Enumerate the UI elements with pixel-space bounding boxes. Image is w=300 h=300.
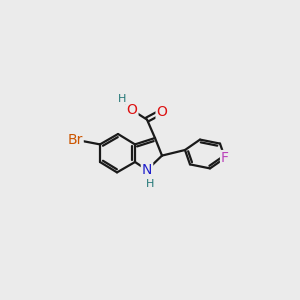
Text: H: H (118, 94, 126, 104)
Text: F: F (221, 151, 229, 165)
Text: N: N (142, 163, 152, 177)
Text: Br: Br (67, 133, 83, 147)
Text: O: O (127, 103, 137, 117)
Text: H: H (146, 178, 154, 189)
Text: O: O (157, 105, 167, 118)
